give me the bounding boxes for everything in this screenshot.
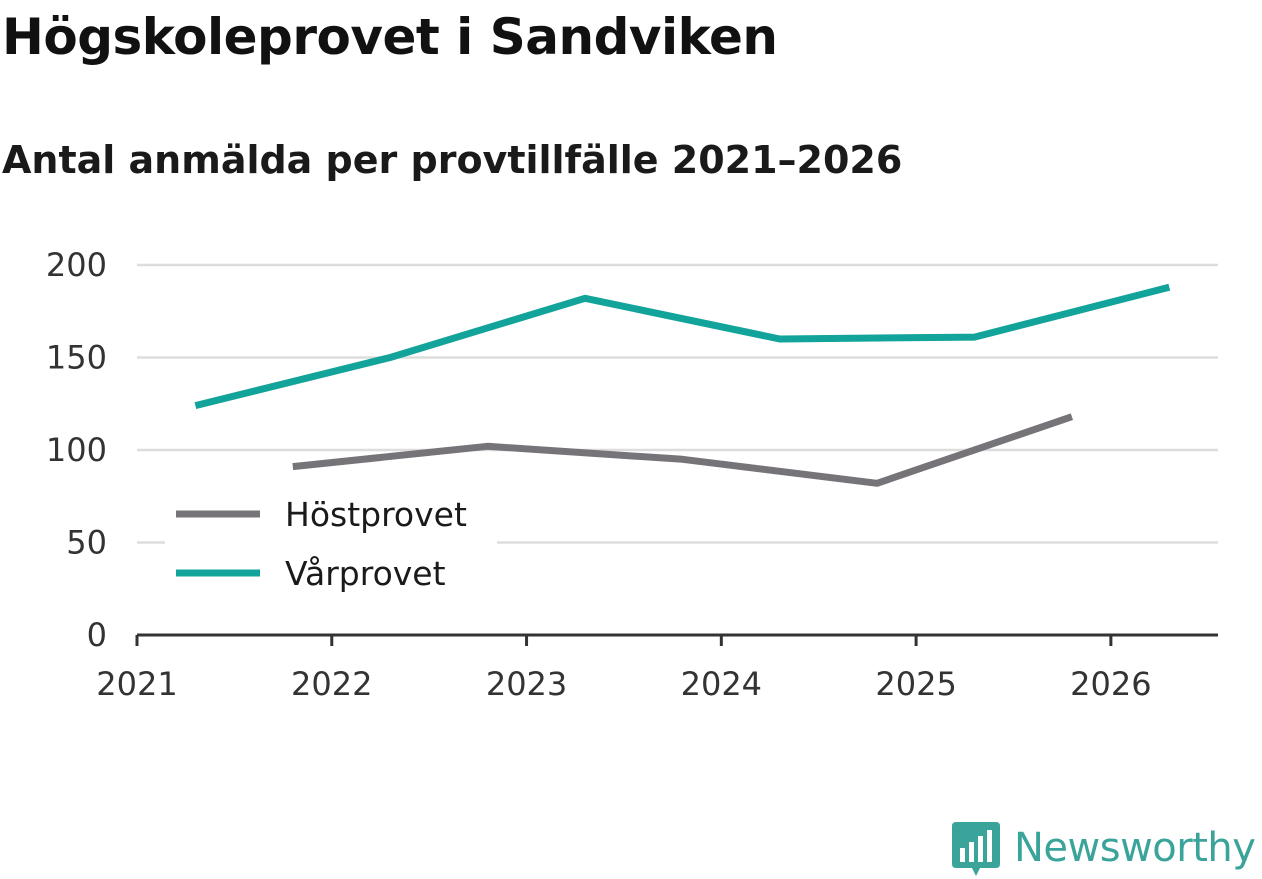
legend-background [165, 488, 497, 600]
y-axis-ticks: 0 50 100 150 200 [46, 246, 107, 654]
series-lines [194, 283, 1171, 487]
x-tick-label: 2023 [486, 665, 567, 703]
x-tick-label: 2021 [96, 665, 177, 703]
chart-title: Högskoleprovet i Sandviken [2, 8, 778, 66]
x-tick-label: 2026 [1070, 665, 1151, 703]
legend-label: Vårprovet [285, 554, 446, 593]
x-tick-label: 2024 [681, 665, 762, 703]
x-axis-ticks: 2021 2022 2023 2024 2025 2026 [96, 635, 1152, 703]
y-tick-label: 50 [66, 524, 107, 562]
y-tick-label: 150 [46, 339, 107, 377]
legend: Höstprovet Vårprovet [165, 488, 497, 600]
y-tick-label: 100 [46, 431, 107, 469]
x-tick-label: 2025 [875, 665, 956, 703]
x-tick-label: 2022 [291, 665, 372, 703]
series-line-varprovet [194, 283, 1171, 409]
brand-name: Newsworthy [1014, 825, 1256, 871]
y-tick-label: 200 [46, 246, 107, 284]
y-tick-label: 0 [87, 616, 107, 654]
newsworthy-logo-icon [952, 822, 1000, 876]
legend-label: Höstprovet [285, 495, 467, 534]
newsworthy-logo: Newsworthy [950, 818, 1256, 878]
chart-subtitle: Antal anmälda per provtillfälle 2021–202… [2, 138, 903, 182]
